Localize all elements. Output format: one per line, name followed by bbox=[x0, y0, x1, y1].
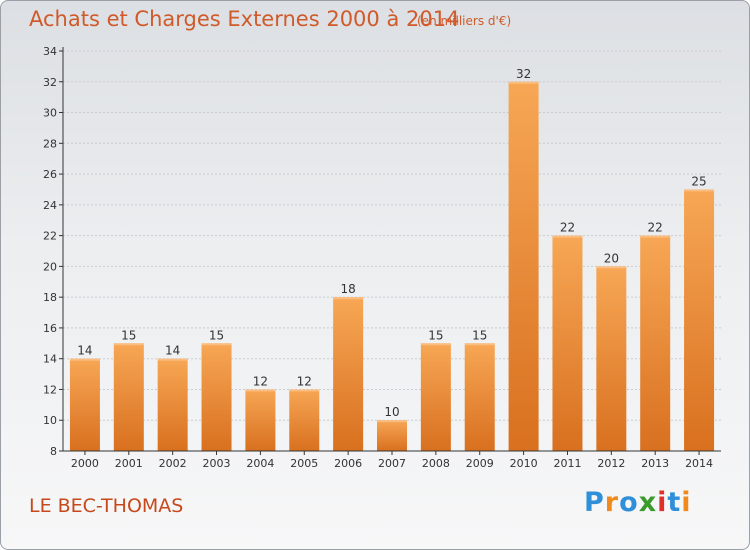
bar-value-label: 12 bbox=[253, 374, 268, 388]
town-name: LE BEC-THOMAS bbox=[29, 495, 184, 517]
y-tick-label: 16 bbox=[43, 322, 57, 335]
bar-value-label: 15 bbox=[209, 328, 224, 342]
bar-highlight bbox=[508, 81, 539, 84]
bar-highlight bbox=[377, 420, 407, 423]
bar-highlight bbox=[596, 266, 627, 269]
y-tick-label: 24 bbox=[43, 199, 57, 212]
x-tick-label: 2000 bbox=[71, 457, 99, 470]
bar-value-label: 20 bbox=[604, 251, 619, 265]
y-tick-label: 20 bbox=[43, 260, 57, 273]
y-tick-label: 10 bbox=[43, 414, 57, 427]
bar bbox=[464, 343, 495, 451]
y-tick-label: 8 bbox=[50, 445, 57, 458]
y-tick-label: 12 bbox=[43, 383, 57, 396]
bar-value-label: 15 bbox=[428, 328, 443, 342]
y-tick-label: 32 bbox=[43, 76, 57, 89]
bar-value-label: 32 bbox=[516, 67, 531, 81]
bar-value-label: 15 bbox=[121, 328, 136, 342]
logo-letter: i bbox=[681, 487, 692, 518]
bar bbox=[377, 420, 407, 451]
bar-highlight bbox=[69, 358, 100, 361]
bar-highlight bbox=[640, 235, 671, 238]
bar bbox=[333, 297, 364, 451]
bar-highlight bbox=[464, 343, 495, 346]
bar bbox=[508, 81, 539, 452]
x-tick-label: 2012 bbox=[597, 457, 625, 470]
y-tick-label: 26 bbox=[43, 168, 57, 181]
logo-letter: r bbox=[604, 487, 620, 518]
bar-highlight bbox=[333, 297, 364, 300]
bar-highlight bbox=[113, 343, 144, 346]
bar-highlight bbox=[201, 343, 232, 346]
bar-highlight bbox=[157, 358, 188, 361]
bar bbox=[157, 358, 188, 451]
x-tick-label: 2009 bbox=[466, 457, 494, 470]
logo-letter: t bbox=[667, 487, 682, 518]
y-tick-label: 34 bbox=[43, 45, 57, 58]
x-tick-label: 2008 bbox=[422, 457, 450, 470]
bar-highlight bbox=[552, 235, 583, 238]
x-tick-label: 2004 bbox=[246, 457, 274, 470]
bar bbox=[684, 189, 715, 451]
bar-highlight bbox=[420, 343, 451, 346]
bar bbox=[420, 343, 451, 451]
bar-value-label: 22 bbox=[648, 221, 663, 235]
bar-value-label: 22 bbox=[560, 221, 575, 235]
bar-highlight bbox=[289, 389, 320, 392]
bar-highlight bbox=[684, 189, 715, 192]
bar-value-label: 18 bbox=[340, 282, 355, 296]
y-tick-label: 30 bbox=[43, 107, 57, 120]
chart-subtitle: (en milliers d'€) bbox=[417, 14, 512, 28]
y-tick-label: 28 bbox=[43, 137, 57, 150]
x-tick-label: 2010 bbox=[510, 457, 538, 470]
x-tick-label: 2006 bbox=[334, 457, 362, 470]
bar bbox=[596, 266, 627, 451]
x-tick-label: 2003 bbox=[203, 457, 231, 470]
x-tick-label: 2002 bbox=[159, 457, 187, 470]
proxiti-logo: Proxiti bbox=[584, 487, 692, 518]
x-tick-label: 2001 bbox=[115, 457, 143, 470]
logo-letter: x bbox=[638, 487, 658, 518]
x-tick-label: 2013 bbox=[641, 457, 669, 470]
bar-value-label: 25 bbox=[691, 174, 706, 188]
x-tick-label: 2014 bbox=[685, 457, 713, 470]
chart-title: Achats et Charges Externes 2000 à 2014 bbox=[29, 7, 460, 31]
bar-value-label: 10 bbox=[384, 405, 399, 419]
bar bbox=[69, 358, 100, 451]
bar-value-label: 15 bbox=[472, 328, 487, 342]
logo-letter: o bbox=[619, 487, 639, 518]
y-tick-label: 18 bbox=[43, 291, 57, 304]
bar-value-label: 14 bbox=[165, 344, 180, 358]
x-tick-label: 2005 bbox=[290, 457, 318, 470]
bar bbox=[640, 235, 671, 451]
axes bbox=[59, 47, 721, 455]
bar bbox=[113, 343, 144, 451]
x-tick-label: 2007 bbox=[378, 457, 406, 470]
bar-value-label: 14 bbox=[77, 344, 92, 358]
bar bbox=[201, 343, 232, 451]
bar-value-label: 12 bbox=[297, 374, 312, 388]
labels: 8 10 12 14 16 18 20 22 24 26 28 30 32 34 14 2000 15 2001 1… bbox=[43, 45, 713, 470]
bar-highlight bbox=[245, 389, 276, 392]
bar bbox=[289, 389, 320, 451]
bars bbox=[69, 81, 715, 452]
logo-letter: i bbox=[657, 487, 668, 518]
bar bbox=[552, 235, 583, 451]
logo-letter: P bbox=[584, 487, 605, 518]
bar bbox=[245, 389, 276, 451]
y-tick-label: 14 bbox=[43, 353, 57, 366]
y-tick-label: 22 bbox=[43, 230, 57, 243]
x-tick-label: 2011 bbox=[553, 457, 581, 470]
